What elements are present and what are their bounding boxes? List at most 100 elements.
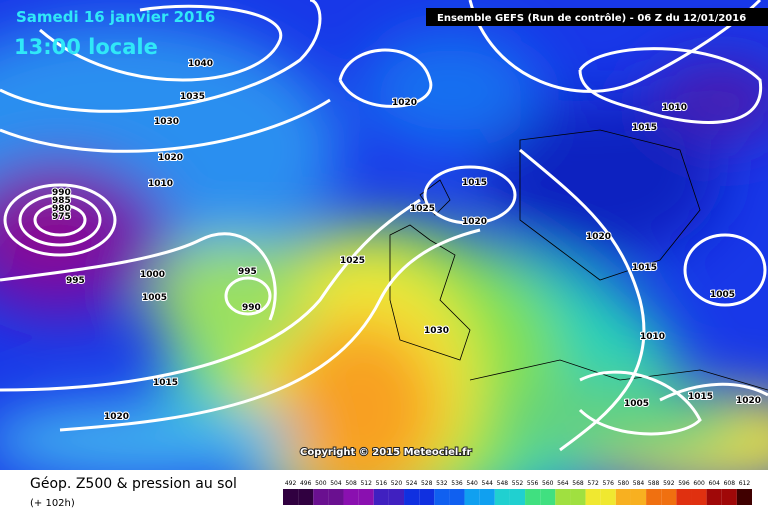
scale-label: 536 (451, 480, 463, 487)
scale-swatch (449, 489, 465, 505)
scale-label: 612 (739, 480, 751, 487)
scale-swatch (419, 489, 435, 505)
isobar-label: 990 (52, 188, 71, 198)
scale-label: 604 (708, 480, 720, 487)
scale-swatch (298, 489, 314, 505)
scale-label: 532 (436, 480, 448, 487)
isobar-label: 1015 (688, 392, 713, 402)
scale-swatch (525, 489, 541, 505)
isobar-label: 1035 (180, 92, 205, 102)
scale-label: 516 (376, 480, 388, 487)
scale-label: 564 (557, 480, 569, 487)
scale-label: 524 (406, 480, 418, 487)
scale-swatch (646, 489, 662, 505)
scale-label: 540 (466, 480, 478, 487)
legend-title: Géop. Z500 & pression au sol (30, 476, 237, 492)
isobar-label: 1015 (462, 178, 487, 188)
scale-swatch (464, 489, 480, 505)
scale-swatch (661, 489, 677, 505)
scale-swatch (630, 489, 647, 505)
isobar-label: 1020 (158, 153, 183, 163)
model-box (426, 8, 768, 26)
scale-label: 584 (633, 480, 645, 487)
scale-label: 528 (421, 480, 433, 487)
scale-swatch (600, 489, 616, 505)
scale-label: 600 (693, 480, 705, 487)
isobar-label: 1020 (104, 412, 129, 422)
isobar-label: 1010 (662, 103, 687, 113)
scale-swatch (388, 489, 405, 505)
isobar-label: 1020 (586, 232, 611, 242)
isobar-label: 1025 (410, 204, 435, 214)
isobar-label: 990 (242, 303, 261, 313)
isobar-label: 1020 (392, 98, 417, 108)
scale-label: 596 (678, 480, 690, 487)
scale-label: 592 (663, 480, 675, 487)
isobar-label: 1000 (140, 270, 165, 280)
scale-swatch (494, 489, 510, 505)
scale-swatch (328, 489, 344, 505)
isobar-label: 995 (66, 276, 85, 286)
scale-swatch (283, 489, 299, 505)
scale-swatch (404, 489, 420, 505)
isobar-label: 1005 (624, 399, 649, 409)
scale-label: 560 (542, 480, 554, 487)
scale-swatch (358, 489, 374, 505)
scale-swatch (343, 489, 359, 505)
isobar-label: 1025 (340, 256, 365, 266)
isobar-label: 1020 (736, 396, 761, 406)
scale-swatch (540, 489, 556, 505)
scale-swatch (373, 489, 389, 505)
scale-label: 520 (391, 480, 403, 487)
scale-label: 508 (345, 480, 357, 487)
scale-swatch (615, 489, 631, 505)
date: Samedi 16 janvier 2016 (16, 8, 215, 26)
scale-swatch (479, 489, 495, 505)
scale-swatch (434, 489, 450, 505)
scale-label: 608 (724, 480, 736, 487)
isobars (0, 0, 768, 452)
scale-label: 492 (285, 480, 297, 487)
legend-subtitle: (+ 102h) (30, 498, 75, 509)
scale-label: 504 (330, 480, 342, 487)
isobar-label: 1020 (462, 217, 487, 227)
scale-swatch (570, 489, 586, 505)
isobar-label: 1015 (632, 123, 657, 133)
scale-label: 588 (648, 480, 660, 487)
scale-swatch (721, 489, 737, 505)
scale-label: 580 (618, 480, 630, 487)
scale-swatch (736, 489, 752, 505)
scale-swatch (509, 489, 526, 505)
isobar-label: 1005 (710, 290, 735, 300)
isobar-label: 1040 (188, 59, 213, 69)
scale-label: 576 (603, 480, 615, 487)
isobar-label: 975 (52, 212, 71, 222)
scale-swatch (585, 489, 601, 505)
isobar-label: 1015 (632, 263, 657, 273)
scale-swatch (676, 489, 692, 505)
scale-swatch (555, 489, 571, 505)
isobar-label: 1010 (148, 179, 173, 189)
isobar-label: 1010 (640, 332, 665, 342)
model-run: Ensemble GEFS (Run de contrôle) - 06 Z d… (437, 12, 746, 24)
isobar-label: 980 (52, 204, 71, 214)
scale-swatch (706, 489, 722, 505)
isobar-label: 1015 (153, 378, 178, 388)
isobar-label: 1005 (142, 293, 167, 303)
scale-label: 496 (300, 480, 312, 487)
isobar-label: 995 (238, 267, 257, 277)
isobar-label: 1030 (154, 117, 179, 127)
scale-label: 544 (482, 480, 494, 487)
copyright: Copyright © 2015 Meteociel.fr (300, 447, 471, 458)
isobar-label: 985 (52, 196, 71, 206)
scale-label: 548 (497, 480, 509, 487)
scale-swatch (691, 489, 707, 505)
scale-label: 556 (527, 480, 539, 487)
scale-label: 552 (512, 480, 524, 487)
scale-swatch (313, 489, 329, 505)
scale-label: 572 (587, 480, 599, 487)
scale-label: 512 (360, 480, 372, 487)
